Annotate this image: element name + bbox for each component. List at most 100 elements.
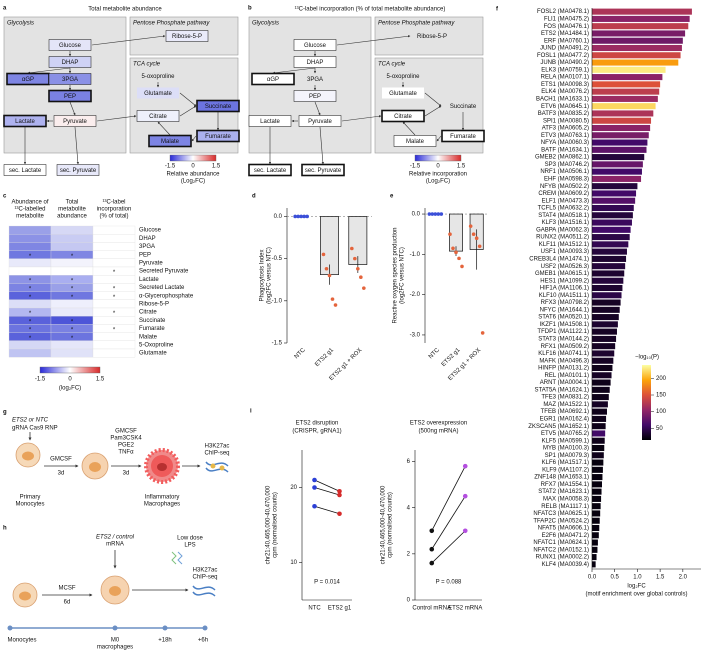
bar	[592, 364, 613, 372]
metabolite-node	[48, 39, 92, 51]
bar	[592, 503, 601, 510]
bar	[592, 81, 661, 88]
row-label: Glutamate	[139, 351, 167, 357]
label: Pam3CSK4	[110, 436, 142, 442]
data-point	[460, 264, 464, 269]
row-label: Succinate	[139, 318, 166, 324]
panel-letter: h	[3, 526, 7, 532]
bar	[592, 110, 654, 117]
data-point	[337, 492, 342, 498]
bar-label: EHF (MA0598.3)	[544, 176, 589, 182]
bar-label: KLF5 (MA0599.1)	[542, 438, 589, 444]
significance-star: *	[113, 311, 116, 317]
metabolite-label: Glutamate	[144, 91, 172, 97]
legend-tick-label: 0	[68, 377, 72, 383]
metabolite-label: Succinate	[205, 104, 232, 110]
metabolite-label: Malate	[406, 139, 425, 145]
bar	[592, 328, 617, 335]
colorbar-tick-label: 50	[656, 426, 663, 432]
metabolite-label: Glutamate	[389, 91, 417, 97]
significance-star: *	[29, 254, 32, 260]
data-point	[477, 244, 482, 249]
bar-label: ELK3 (MA0759.1)	[541, 67, 589, 73]
bar	[592, 306, 620, 313]
y-axis-label: Reactive oxygen species production	[393, 227, 399, 323]
bar	[592, 154, 645, 161]
y-axis-label: chr21:40,465,000-40,470,000	[381, 485, 387, 564]
bar	[592, 270, 625, 277]
row-label: Malate	[139, 334, 158, 340]
metabolite-label: Lactate	[260, 119, 280, 125]
panel-letter: c	[3, 194, 7, 200]
nucleus	[19, 591, 31, 601]
bar-label: SPI1 (MA0080.5)	[543, 118, 589, 124]
y-axis-label: Phagocytosis Index	[260, 249, 266, 301]
arrow	[314, 101, 321, 116]
pathway-label: TCA cycle	[378, 62, 406, 68]
metabolite-node	[298, 115, 342, 127]
metabolite-node	[293, 90, 337, 102]
metabolite-node	[53, 115, 97, 127]
y-tick-label: 10	[290, 560, 297, 566]
metabolite-label: Glucose	[59, 43, 82, 49]
data-point	[327, 273, 332, 278]
bar-label: MAX (MA0058.3)	[543, 496, 589, 502]
panel-title: Total metabolite abundance	[88, 7, 162, 13]
metabolite-node	[3, 164, 47, 176]
bar-label: STAT3 (MA0144.2)	[538, 336, 589, 342]
metabolite-label: Ribose-5-P	[172, 34, 202, 40]
bar	[592, 23, 689, 30]
heatmap-cell	[50, 242, 94, 251]
column-header: Abundance of	[11, 200, 48, 206]
data-point	[359, 275, 363, 279]
heatmap-cell	[92, 332, 136, 341]
bar	[592, 8, 692, 15]
y-axis-label: (log2FC versus NTC)	[267, 247, 273, 304]
bar-label: STAT2 (MA1623.1)	[538, 489, 589, 495]
bar	[592, 44, 682, 52]
label: macrophages	[97, 645, 133, 651]
metabolite-label: 5-oxoproline	[141, 74, 175, 80]
row-label: Lactate	[139, 277, 159, 283]
bar-label: NFATC3 (MA0625.1)	[533, 511, 589, 517]
metabolite-label: Malate	[161, 139, 180, 145]
bar	[592, 510, 601, 517]
bar	[592, 52, 681, 59]
arrow	[336, 35, 411, 46]
bar	[592, 30, 686, 37]
metabolite-label: DHAP	[307, 60, 324, 66]
bar-label: RFX7 (MA1554.1)	[541, 482, 589, 488]
pair-line	[431, 530, 466, 564]
bar	[592, 415, 607, 422]
heatmap-cell	[50, 266, 94, 276]
metabolite-label: Glucose	[304, 43, 327, 49]
data-point	[299, 214, 303, 219]
bar-label: NFYA (MA0060.3)	[541, 140, 589, 146]
column-header: (% of total)	[99, 214, 128, 220]
bar	[592, 430, 606, 437]
label: H3K27ac	[205, 444, 230, 450]
bar-label: GMEB2 (MA0862.1)	[535, 155, 589, 161]
arrow	[179, 92, 197, 107]
metabolite-node	[137, 87, 179, 99]
arrow	[424, 92, 442, 107]
bar-label: SP3 (MA0746.2)	[545, 162, 589, 168]
label: ChIP-seq	[204, 451, 229, 457]
significance-star: *	[71, 319, 74, 325]
metabolite-node	[136, 110, 180, 122]
significance-star: *	[113, 287, 116, 293]
legend-title: (Log₂FC)	[181, 179, 205, 185]
data-point	[462, 493, 468, 499]
chart-subtitle: (500ng mRNA)	[418, 429, 458, 435]
data-point	[330, 297, 335, 301]
heatmap-cell	[8, 340, 52, 350]
y-axis-label: cpm (normalised counts)	[388, 492, 394, 558]
label: ETS2 or NTC	[12, 418, 49, 424]
x-axis-label: (motif enrichment over global controls)	[585, 592, 687, 598]
row-label: Secreted Pyruvate	[139, 269, 189, 275]
heatmap-cell	[92, 275, 136, 284]
y-tick-label: 2	[407, 551, 411, 557]
bar	[592, 408, 607, 415]
bar	[592, 554, 597, 561]
bar-label: RUNX1 (MA0002.2)	[536, 555, 589, 561]
